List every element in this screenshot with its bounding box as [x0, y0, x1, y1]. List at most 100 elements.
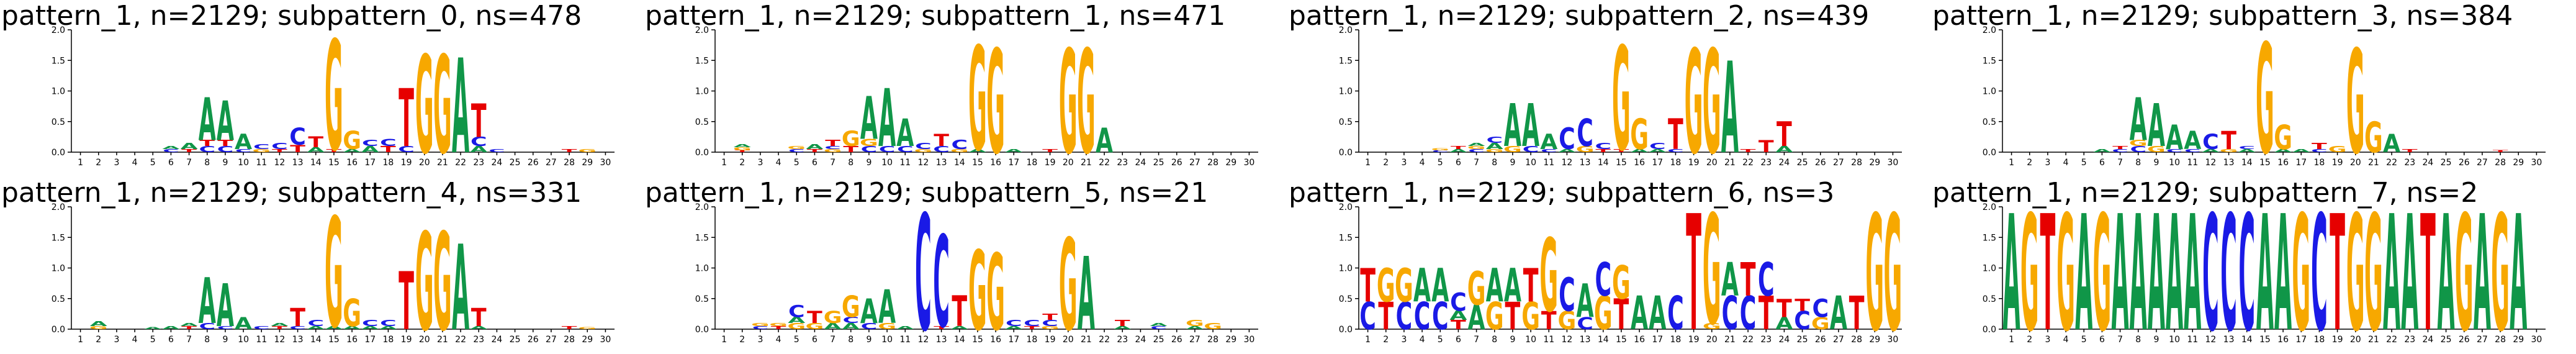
x-tick-label: 6: [168, 335, 174, 345]
logo-letter-G: G: [986, 232, 1005, 354]
x-tick-label: 14: [1598, 158, 1609, 168]
y-tick-label: 0.0: [695, 325, 709, 335]
x-tick-label: 11: [899, 158, 911, 168]
logo-letter-A: A: [842, 322, 860, 331]
logo-letter-A: A: [2184, 126, 2201, 155]
x-tick-label: 30: [1244, 158, 1255, 168]
logo-letter-T: T: [1360, 259, 1376, 312]
x-tick-label: 16: [346, 158, 358, 168]
logo-panel: pattern_1, n=2129; subpattern_1, ns=471 0…: [644, 0, 1287, 186]
logo-letter-A: A: [470, 145, 488, 154]
x-tick-label: 16: [2277, 158, 2289, 168]
logo-letter-T: T: [272, 148, 287, 153]
logo-letter-T: T: [2221, 126, 2236, 155]
x-tick-label: 1: [721, 335, 727, 345]
logo-letter-A: A: [1486, 142, 1504, 151]
x-tick-label: 8: [204, 335, 210, 345]
y-tick-label: 1.5: [52, 56, 65, 66]
logo-letter-A: A: [1577, 275, 1594, 328]
y-tick-label: 2.0: [695, 202, 709, 212]
y-tick-label: 0.5: [1983, 117, 1996, 127]
logo-letter-A: A: [2112, 182, 2129, 354]
x-tick-label: 26: [2459, 158, 2470, 168]
logo-panel: pattern_1, n=2129; subpattern_2, ns=439 0…: [1287, 0, 1931, 186]
logo-letter-C: C: [163, 148, 179, 153]
logo-letter-A: A: [1775, 314, 1793, 334]
logo-letter-C: C: [1758, 253, 1775, 306]
logo-letter-T: T: [1451, 145, 1466, 150]
x-tick-label: 8: [2135, 335, 2141, 345]
logo-letter-G: G: [1558, 306, 1577, 335]
logo-letter-A: A: [2292, 148, 2310, 153]
x-tick-label: 12: [918, 335, 929, 345]
y-tick-label: 0.0: [1983, 148, 1996, 158]
x-tick-label: 15: [1616, 335, 1627, 345]
logo-letter-C: C: [289, 325, 306, 330]
x-tick-label: 7: [2117, 158, 2123, 168]
logo-letter-A: A: [1486, 259, 1503, 312]
x-tick-label: 9: [866, 335, 871, 345]
x-tick-label: 27: [546, 158, 557, 168]
x-tick-label: 28: [1207, 158, 1218, 168]
x-tick-label: 30: [2531, 158, 2542, 168]
logo-letter-T: T: [2112, 145, 2128, 150]
logo-letter-G: G: [433, 204, 452, 354]
logo-letter-C: C: [1577, 314, 1593, 334]
y-tick-label: 0.0: [695, 148, 709, 158]
logo-letter-G: G: [1703, 322, 1721, 331]
logo-letter-C: C: [1667, 148, 1684, 153]
x-tick-label: 21: [1081, 335, 1092, 345]
logo-panel: pattern_1, n=2129; subpattern_6, ns=3 0.0…: [1287, 177, 1931, 354]
x-tick-label: 9: [866, 158, 871, 168]
logo-letter-C: C: [362, 319, 379, 328]
logo-letter-G: G: [878, 322, 896, 331]
x-tick-label: 27: [1189, 335, 1200, 345]
x-tick-label: 2: [96, 335, 101, 345]
x-tick-label: 6: [1456, 158, 1461, 168]
x-tick-label: 23: [1760, 158, 1772, 168]
x-tick-label: 3: [2045, 335, 2050, 345]
x-tick-label: 13: [1580, 158, 1591, 168]
x-tick-label: 10: [2169, 158, 2180, 168]
logo-letter-A: A: [2093, 148, 2111, 153]
x-tick-label: 4: [1420, 158, 1425, 168]
x-tick-label: 7: [2117, 335, 2123, 345]
logo-letter-T: T: [952, 288, 967, 336]
x-tick-label: 12: [2205, 158, 2217, 168]
x-tick-label: 19: [1688, 335, 1700, 345]
logo-letter-A: A: [2184, 182, 2201, 354]
x-tick-label: 29: [1225, 158, 1236, 168]
logo-letter-T: T: [807, 307, 822, 327]
y-tick-label: 1.5: [52, 233, 65, 243]
logo-letter-T: T: [199, 138, 215, 148]
x-tick-label: 1: [2009, 158, 2014, 168]
logo-letter-G: G: [1703, 183, 1721, 354]
x-tick-label: 4: [132, 335, 138, 345]
x-tick-label: 14: [2241, 158, 2253, 168]
logo-letter-C: C: [2238, 145, 2255, 150]
x-tick-label: 21: [437, 158, 448, 168]
x-tick-label: 9: [1510, 158, 1515, 168]
logo-letter-C: C: [235, 148, 252, 153]
logo-letter-C: C: [933, 211, 950, 354]
x-tick-label: 23: [2404, 335, 2415, 345]
x-tick-label: 18: [383, 335, 394, 345]
logo-letter-C: C: [1812, 294, 1829, 323]
logo-letter-G: G: [2364, 182, 2383, 354]
x-tick-label: 3: [757, 335, 763, 345]
x-tick-label: 2: [96, 158, 101, 168]
panel-title: pattern_1, n=2129; subpattern_1, ns=471: [645, 0, 1225, 32]
y-tick-label: 0.5: [1339, 117, 1353, 127]
logo-letter-C: C: [380, 319, 397, 328]
logo-letter-T: T: [1523, 259, 1539, 312]
x-tick-label: 13: [2223, 158, 2235, 168]
y-tick-label: 2.0: [1339, 202, 1353, 212]
x-tick-label: 6: [812, 335, 817, 345]
logo-letter-T: T: [1741, 148, 1756, 153]
x-tick-label: 13: [1580, 335, 1591, 345]
logo-letter-C: C: [1577, 111, 1593, 155]
logo-letter-A: A: [199, 86, 216, 154]
logo-panel: pattern_1, n=2129; subpattern_5, ns=21 0.…: [644, 177, 1287, 354]
logo-letter-G: G: [1485, 148, 1504, 153]
logo-letter-G: G: [578, 327, 597, 330]
